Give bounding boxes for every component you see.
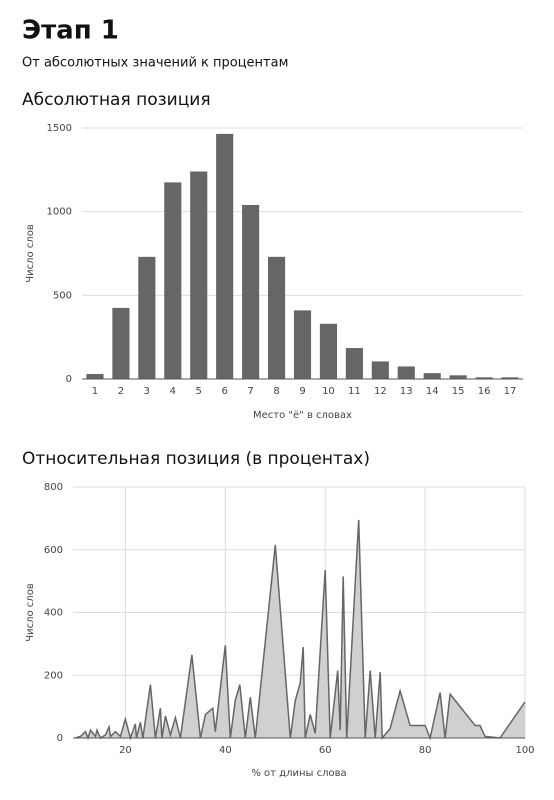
x-tick-label: 2 [118,386,124,397]
bar [397,366,415,379]
x-tick-label: 11 [348,386,361,397]
x-tick-label: 3 [144,386,150,397]
x-axis-title: Место "ё" в словах [253,410,352,421]
bar [216,133,234,379]
y-tick-label: 500 [53,290,72,301]
bar [345,348,363,379]
area [75,519,525,738]
bar [164,182,182,379]
x-tick-label: 6 [221,386,227,397]
x-tick-label: 14 [426,386,439,397]
y-tick-label: 1500 [47,123,72,134]
bar [319,323,338,379]
bar [242,204,260,379]
y-tick-label: 0 [66,374,72,385]
y-tick-label: 600 [44,545,63,556]
x-tick-label: 13 [400,386,413,397]
bar [423,373,441,379]
x-tick-label: 60 [319,745,332,756]
area-line [75,519,526,741]
bar [293,310,312,379]
chart-title: Относительная позиция (в процентах) [22,449,370,469]
x-tick-label: 15 [452,386,465,397]
x-tick-label: 100 [515,745,534,756]
x-tick-label: 5 [196,386,202,397]
x-tick-label: 7 [247,386,253,397]
x-tick-label: 17 [504,386,517,397]
bar [371,361,389,379]
x-tick-label: 80 [419,745,432,756]
y-tick-label: 200 [44,670,63,681]
y-axis-title: Число слов [25,583,36,642]
y-axis-title: Число слов [25,224,36,283]
x-tick-label: 20 [119,745,132,756]
bar [138,256,156,379]
bar [267,256,286,379]
x-tick-label: 9 [299,386,305,397]
x-tick-label: 10 [322,386,335,397]
x-tick-label: 1 [92,386,98,397]
y-tick-label: 400 [44,608,63,619]
x-tick-label: 16 [478,386,491,397]
x-tick-label: 12 [374,386,387,397]
y-tick-label: 0 [57,733,63,744]
bar [190,171,208,379]
x-tick-label: 40 [219,745,232,756]
bar [112,307,130,379]
x-axis-title: % от длины слова [251,768,346,779]
bar [449,375,467,379]
bar [86,373,104,379]
y-tick-label: 800 [44,482,63,493]
bar [501,377,519,379]
bar [475,377,493,379]
page-title: Этап 1 [22,16,119,46]
y-tick-label: 1000 [47,207,72,218]
x-tick-label: 8 [273,386,279,397]
x-tick-label: 4 [170,386,176,397]
page-subtitle: От абсолютных значений к процентам [22,56,288,71]
chart-title: Абсолютная позиция [22,90,211,110]
